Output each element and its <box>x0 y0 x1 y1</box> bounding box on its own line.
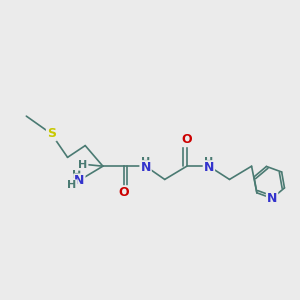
Text: O: O <box>182 133 192 146</box>
Text: N: N <box>74 174 85 188</box>
Text: O: O <box>118 186 129 199</box>
Text: H: H <box>141 157 150 167</box>
Text: H: H <box>67 180 76 190</box>
Text: N: N <box>204 161 214 174</box>
Text: H: H <box>72 170 81 180</box>
Text: N: N <box>140 161 151 174</box>
Text: S: S <box>47 127 56 140</box>
Text: H: H <box>204 157 214 167</box>
Text: H: H <box>78 160 88 170</box>
Text: N: N <box>267 192 277 205</box>
